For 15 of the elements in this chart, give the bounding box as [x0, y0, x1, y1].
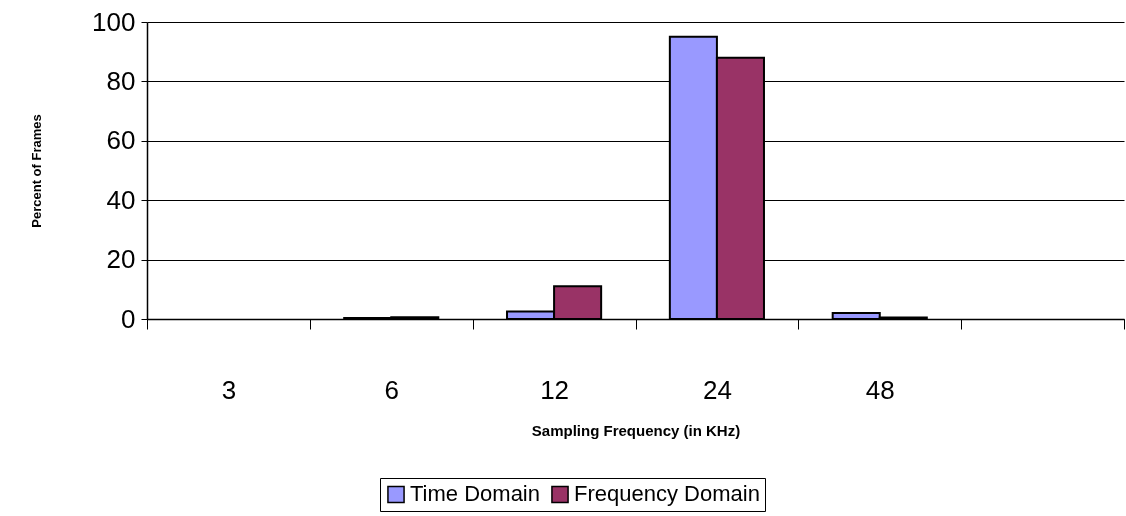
x-tick-label: 6 — [384, 374, 399, 405]
x-tick-label: 12 — [540, 374, 570, 405]
y-tick-label: 40 — [106, 184, 136, 215]
y-tick-label: 20 — [106, 244, 136, 275]
x-tick-label: 24 — [702, 374, 732, 405]
x-tick-label: 48 — [865, 374, 895, 405]
legend-label: Frequency Domain — [574, 481, 760, 507]
y-tick-label: 80 — [106, 65, 136, 96]
legend-label: Time Domain — [410, 481, 540, 507]
x-axis-title: Sampling Frequency (in KHz) — [531, 421, 741, 439]
y-tick-label: 100 — [92, 6, 136, 37]
y-tick-label: 60 — [106, 125, 136, 156]
x-tick-label: 3 — [221, 374, 237, 405]
y-axis-title: Percent of Frames — [29, 114, 45, 228]
y-tick-label: 0 — [121, 303, 136, 334]
